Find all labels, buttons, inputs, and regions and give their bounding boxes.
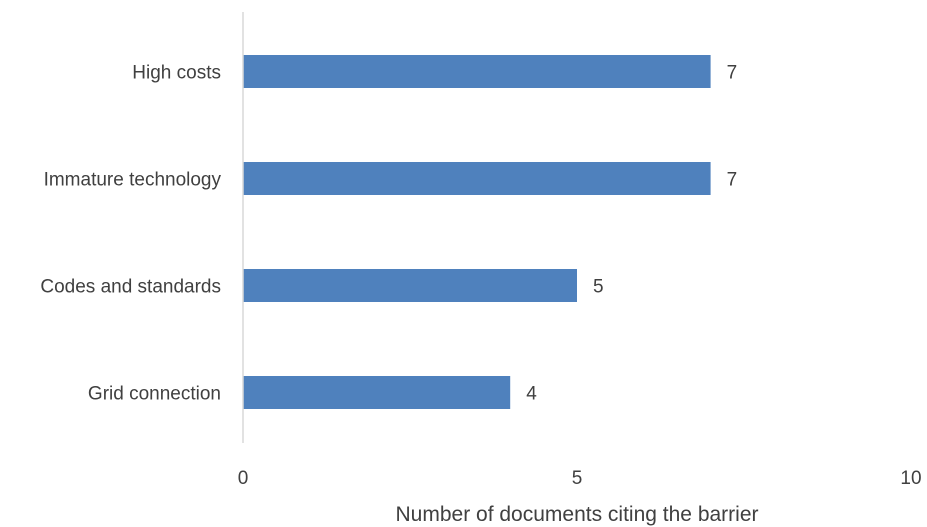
bar [243, 162, 711, 195]
data-label: 7 [727, 63, 738, 84]
x-tick-label: 0 [238, 468, 249, 489]
bar [243, 269, 577, 302]
data-label: 5 [593, 277, 604, 298]
category-label: Immature technology [44, 170, 222, 191]
x-tick-labels: 0 5 10 [238, 468, 922, 489]
category-labels: High costs Immature technology Codes and s… [40, 63, 221, 405]
category-label: High costs [132, 63, 221, 84]
category-label: Codes and standards [40, 277, 221, 298]
bars-group [243, 55, 711, 409]
bar [243, 376, 511, 409]
x-axis-title: Number of documents citing the barrier [396, 503, 759, 526]
data-label: 7 [727, 170, 738, 191]
bar [243, 55, 711, 88]
category-label: Grid connection [88, 384, 221, 405]
x-tick-label: 10 [900, 468, 921, 489]
x-tick-label: 5 [572, 468, 583, 489]
data-label: 4 [526, 384, 537, 405]
data-labels: 7 7 5 4 [526, 63, 737, 405]
